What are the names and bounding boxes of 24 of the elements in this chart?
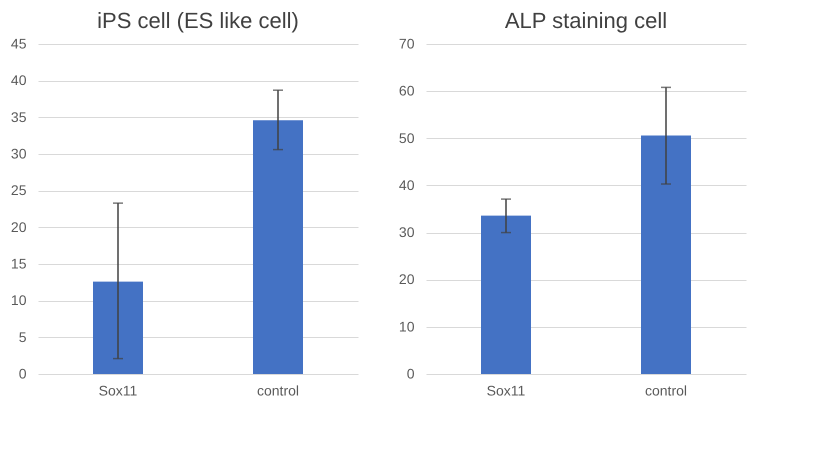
y-tick-label: 25 <box>10 182 27 198</box>
y-tick-label: 30 <box>398 224 415 240</box>
y-tick-label: 0 <box>406 366 415 382</box>
x-tick-label: Sox11 <box>486 382 526 398</box>
y-tick-label: 10 <box>10 292 27 308</box>
chart-title: iPS cell (ES like cell) <box>97 8 299 33</box>
x-tick-label: control <box>256 382 300 398</box>
x-tick-label: control <box>644 382 688 398</box>
y-tick-label: 15 <box>10 256 27 272</box>
y-tick-label: 20 <box>10 218 27 235</box>
y-tick-label: 60 <box>398 82 415 99</box>
y-tick-label: 20 <box>398 271 415 288</box>
y-tick-label: 50 <box>398 130 415 146</box>
y-tick-label: 35 <box>10 108 27 125</box>
y-tick-label: 5 <box>18 328 27 345</box>
y-tick-label: 30 <box>10 146 27 162</box>
y-tick-label: 40 <box>10 72 27 88</box>
y-tick-label: 45 <box>10 36 27 52</box>
x-tick-label: Sox11 <box>98 382 138 398</box>
y-tick-label: 10 <box>398 318 415 334</box>
y-tick-label: 0 <box>18 366 27 382</box>
y-tick-label: 40 <box>398 176 415 193</box>
y-tick-label: 70 <box>398 36 415 52</box>
chart-title: ALP staining cell <box>504 8 668 33</box>
